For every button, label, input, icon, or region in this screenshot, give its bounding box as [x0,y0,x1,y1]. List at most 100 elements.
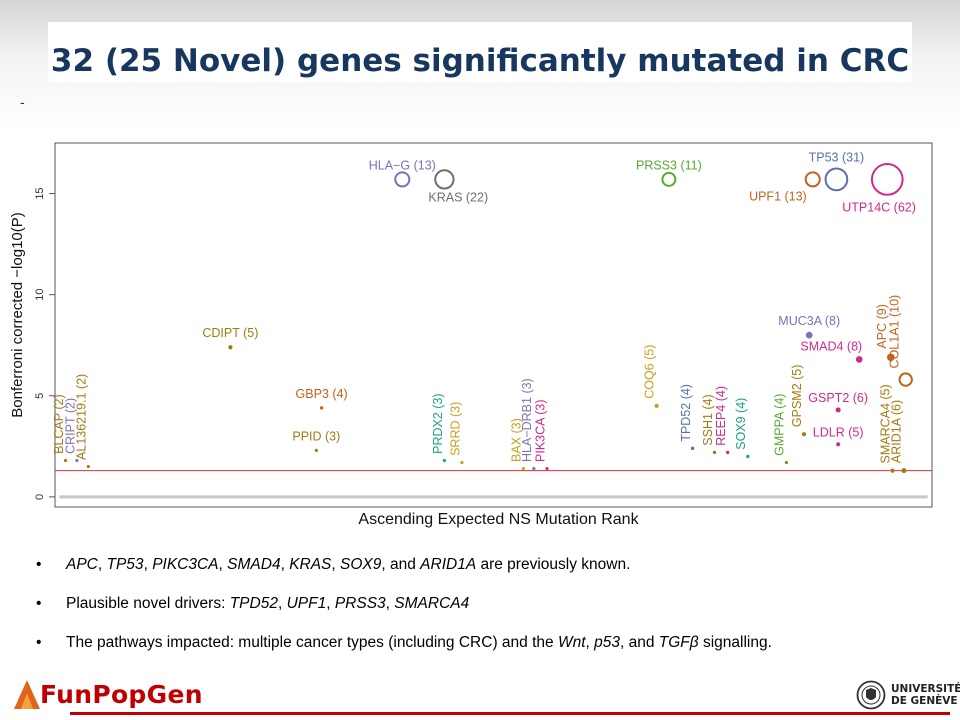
gene-label: KRAS (22) [428,190,488,204]
gene-label: SMAD4 (8) [800,339,862,353]
funpopgen-logo: FunPopGen [12,674,203,714]
gene-point [532,466,536,471]
title-box [48,22,912,82]
bullet-text-run: , and [620,634,659,651]
gene-label: SRRD (3) [448,402,462,456]
gene-label: GPSM2 (5) [790,365,804,428]
gene-point [521,466,525,471]
gene-point [460,460,464,465]
gene-point [870,163,904,196]
y-tick-label: 0 [34,494,46,500]
unige-logo: UNIVERSITÉ DE GENÈVE [856,680,960,710]
gene-label: HLA−DRB1 (3) [520,378,534,462]
bullet-text-run: , [143,556,153,573]
bullet-text-run: are previously known. [476,556,631,573]
gene-label: TP53 (31) [809,150,865,164]
gene-label: HLA−G (13) [369,158,436,172]
bullet-text-run: PRSS3 [334,595,386,612]
gene-point [712,450,717,455]
gene-label: MUC3A (8) [778,314,840,328]
bullet-text-run: SMARCA4 [394,595,470,612]
gene-point [824,167,849,192]
gene-label: ARID1A (6) [889,400,903,463]
gene-point [805,331,813,339]
bullet-text-run: , [280,556,290,573]
bullet-text-run: UPF1 [286,595,327,612]
gene-label: LDLR (5) [813,425,864,439]
gene-label: GSPT2 (6) [808,391,868,405]
gene-point [654,403,659,408]
gene-point [804,171,821,188]
unige-logo-line2: DE GENÈVE [891,695,958,707]
funpopgen-logo-text: FunPopGen [40,679,203,709]
bullet-item: • Plausible novel drivers: TPD52, UPF1, P… [36,595,772,634]
gene-point [319,406,324,410]
bullet-text-run: , and [381,556,421,573]
unige-seal-icon [856,680,886,710]
gene-label: UPF1 (13) [749,189,807,203]
gene-label: PRDX2 (3) [431,393,445,453]
gene-point [901,468,907,474]
bullet-marker: • [36,595,42,612]
gene-label: PPID (3) [292,429,340,443]
gene-point [725,450,730,455]
gene-label: SSH1 (4) [701,394,715,445]
gene-point [746,454,750,459]
y-tick-label: 10 [34,289,46,301]
gene-label: PIK3CA (3) [533,399,547,462]
bullet-text-run: Wnt [557,634,586,651]
gene-point [836,442,841,447]
bullet-marker: • [36,634,42,651]
bullet-text-run: APC [66,556,98,573]
gene-label: SMARCA4 (5) [878,384,892,463]
gene-point [690,446,695,451]
gene-point [835,407,841,413]
gene-point [545,466,549,471]
gene-point [394,171,411,188]
gene-label: GMPPA (4) [773,394,787,456]
gene-point [75,458,79,463]
gene-label: COQ6 (5) [643,345,657,399]
unige-logo-line1: UNIVERSITÉ [891,683,960,695]
bullet-text-run: TGFβ [658,634,699,651]
bullet-item: • APC, TP53, PIKC3CA, SMAD4, KRAS, SOX9, … [36,556,772,595]
bullet-marker: • [36,556,42,573]
gene-point [661,171,677,187]
gene-point [801,432,807,437]
gene-label: PRSS3 (11) [636,158,702,172]
gene-label: GBP3 (4) [296,387,348,401]
stray-dash: - [20,94,25,110]
bullet-text-run: SMAD4 [227,556,281,573]
gene-point [63,458,68,463]
bullet-list: • APC, TP53, PIKC3CA, SMAD4, KRAS, SOX9, … [36,556,772,673]
gene-point [855,356,863,363]
x-axis-label: Ascending Expected NS Mutation Rank [358,511,639,528]
bullet-text-run: PIKC3CA [152,556,219,573]
footer-rule [70,712,950,715]
gene-point [890,468,895,473]
bullet-item: • The pathways impacted: multiple cancer … [36,634,772,673]
scatter-chart: 0 5 10 15 Bonferroni corrected −log10(P) Asce… [9,142,933,528]
gene-label: CDIPT (5) [202,326,258,340]
y-tick-label: 5 [34,393,46,399]
bullet-text-run: , [218,556,228,573]
gene-point [434,169,455,190]
gene-point [898,372,913,387]
bullet-text-run: , [331,556,341,573]
bullet-text-run: The pathways impacted: multiple cancer t… [66,634,558,651]
gene-label: REEP4 (4) [714,386,728,446]
bullet-text-run: TP53 [106,556,144,573]
gene-label: CRIPT (2) [63,398,77,454]
gene-point [887,353,895,362]
gene-label: BAX (3) [510,418,524,462]
gene-label: SOX9 (4) [734,398,748,450]
bullet-text-run: signalling. [698,634,772,651]
gene-point [784,460,789,465]
gene-label: AL136219.1 (2) [75,374,89,460]
bullet-text-run: SOX9 [340,556,382,573]
bullet-text-run: , [585,634,595,651]
bullet-text-run: , [326,595,335,612]
gene-point [314,448,318,452]
funpopgen-logo-icon [14,680,40,709]
y-axis-label: Bonferroni corrected −log10(P) [9,212,26,418]
